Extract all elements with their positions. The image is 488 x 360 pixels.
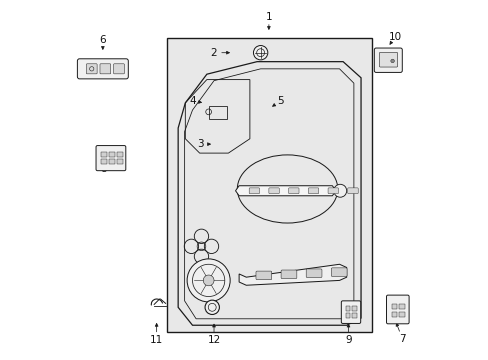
FancyBboxPatch shape: [117, 159, 122, 164]
Text: 6: 6: [100, 35, 106, 45]
FancyBboxPatch shape: [308, 188, 318, 194]
Text: 3: 3: [197, 139, 203, 149]
FancyBboxPatch shape: [109, 152, 115, 157]
Text: 8: 8: [101, 164, 107, 174]
FancyBboxPatch shape: [100, 64, 110, 74]
Text: 2: 2: [210, 48, 217, 58]
FancyBboxPatch shape: [379, 52, 397, 67]
Polygon shape: [235, 186, 335, 196]
FancyBboxPatch shape: [373, 48, 402, 72]
FancyBboxPatch shape: [96, 145, 125, 171]
Polygon shape: [239, 264, 346, 285]
FancyBboxPatch shape: [391, 312, 396, 318]
FancyBboxPatch shape: [249, 188, 259, 194]
FancyBboxPatch shape: [386, 295, 408, 324]
FancyBboxPatch shape: [347, 188, 357, 194]
FancyBboxPatch shape: [77, 59, 128, 79]
FancyBboxPatch shape: [327, 188, 338, 194]
FancyBboxPatch shape: [305, 269, 321, 278]
FancyBboxPatch shape: [346, 313, 349, 318]
FancyBboxPatch shape: [117, 152, 122, 157]
Text: 10: 10: [388, 32, 401, 41]
Text: 9: 9: [345, 334, 351, 345]
Circle shape: [390, 59, 394, 63]
FancyBboxPatch shape: [109, 159, 115, 164]
FancyBboxPatch shape: [101, 159, 106, 164]
Text: 5: 5: [277, 96, 283, 106]
FancyBboxPatch shape: [255, 271, 271, 280]
FancyBboxPatch shape: [101, 152, 106, 157]
Text: 1: 1: [265, 12, 272, 22]
FancyBboxPatch shape: [399, 312, 405, 318]
FancyBboxPatch shape: [281, 270, 296, 279]
FancyBboxPatch shape: [288, 188, 298, 194]
Text: 7: 7: [398, 333, 405, 343]
FancyBboxPatch shape: [330, 268, 346, 276]
FancyBboxPatch shape: [352, 313, 356, 318]
FancyBboxPatch shape: [346, 306, 349, 311]
Text: 11: 11: [150, 334, 163, 345]
FancyBboxPatch shape: [113, 64, 124, 74]
Circle shape: [333, 184, 346, 197]
Circle shape: [203, 275, 214, 286]
FancyBboxPatch shape: [86, 64, 97, 74]
Text: 4: 4: [189, 96, 195, 106]
Bar: [167, 39, 371, 332]
FancyBboxPatch shape: [391, 304, 396, 310]
FancyBboxPatch shape: [399, 304, 405, 310]
FancyBboxPatch shape: [341, 301, 360, 323]
Circle shape: [187, 259, 230, 302]
Text: 12: 12: [207, 334, 220, 345]
Circle shape: [204, 300, 219, 315]
FancyBboxPatch shape: [268, 188, 279, 194]
FancyBboxPatch shape: [352, 306, 356, 311]
Circle shape: [253, 45, 267, 60]
